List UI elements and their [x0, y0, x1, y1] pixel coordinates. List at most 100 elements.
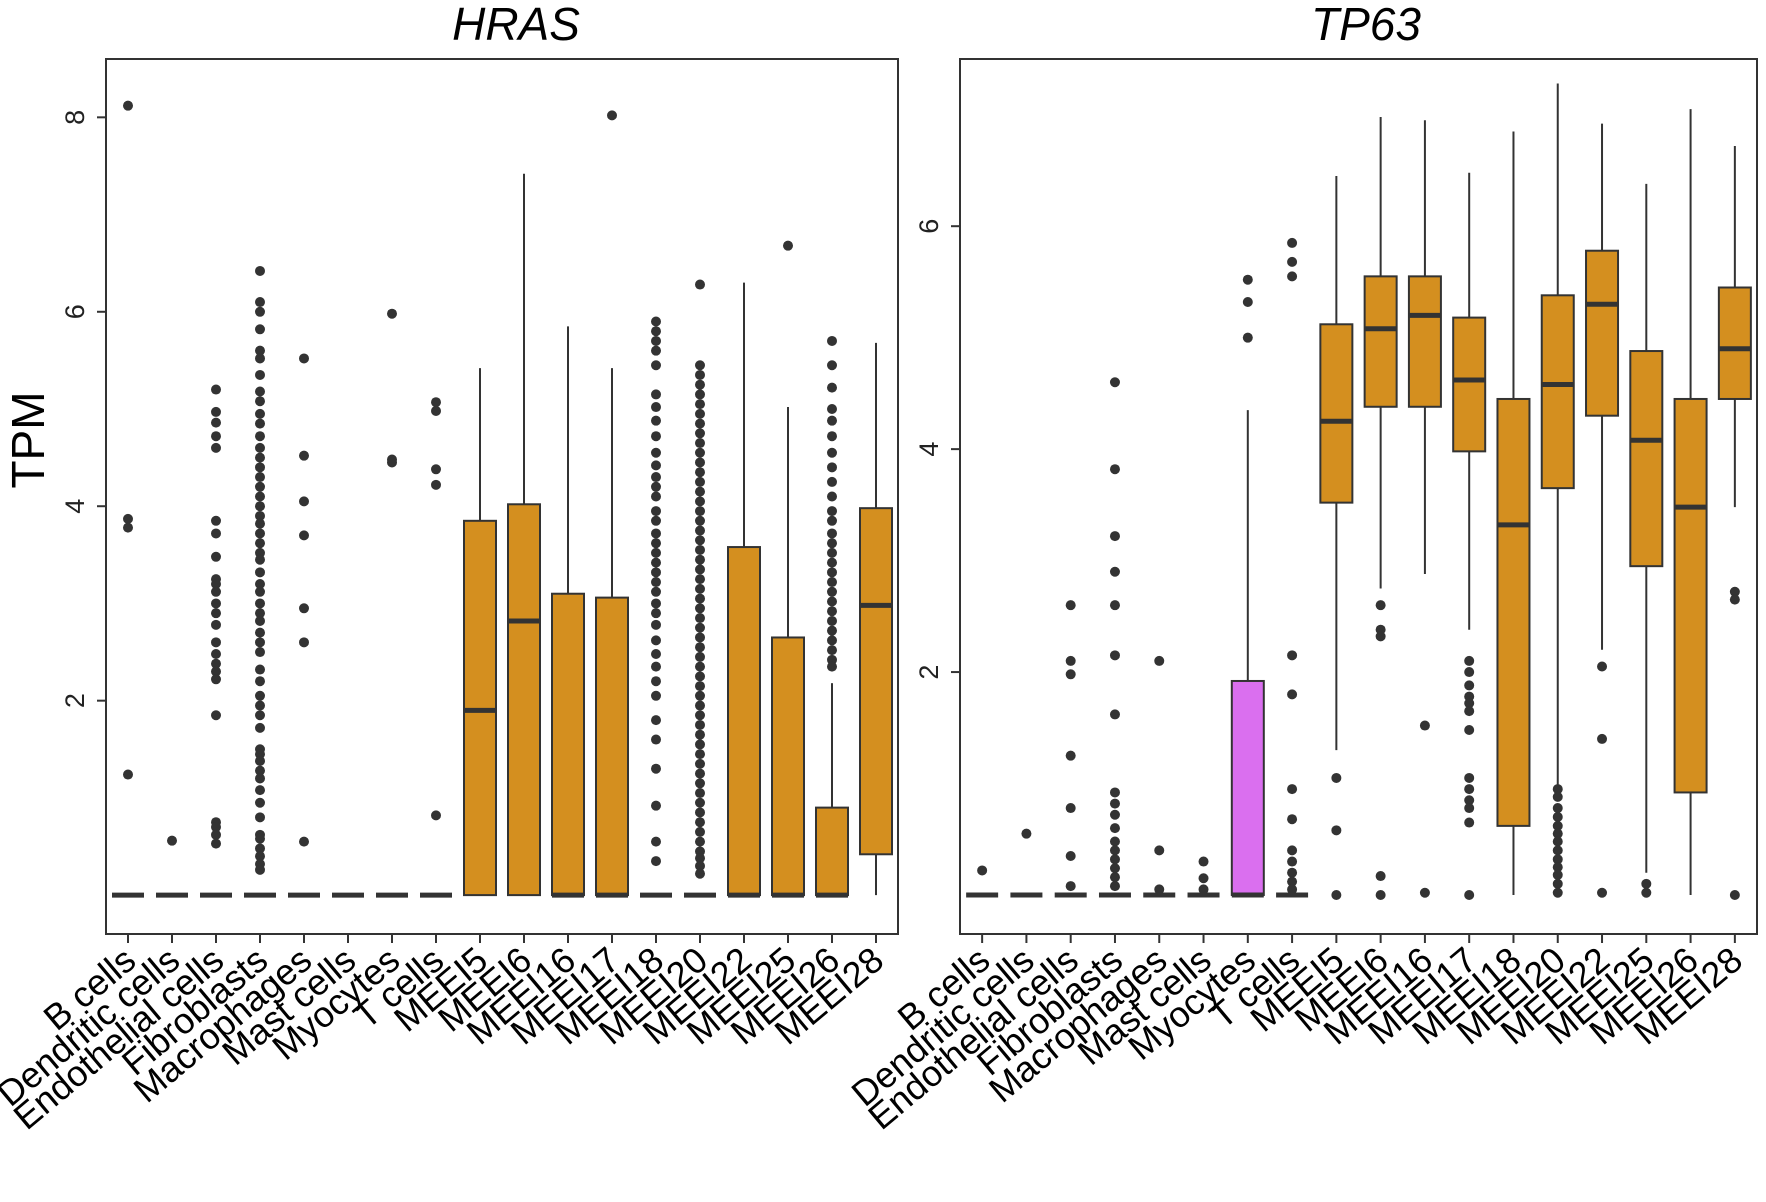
outlier-point [695, 360, 705, 371]
outlier-point [695, 778, 705, 789]
outlier-point [827, 462, 837, 473]
outlier-point [1464, 772, 1475, 783]
outlier-point [695, 438, 705, 449]
outlier-point [1065, 881, 1076, 892]
outlier-point [1198, 884, 1209, 895]
box-fibroblasts [1098, 377, 1131, 898]
box-myocytes [376, 308, 408, 898]
outlier-point [651, 316, 661, 327]
outlier-point [827, 476, 837, 487]
outlier-point [1331, 772, 1342, 783]
outlier-point [1109, 809, 1120, 820]
outlier-point [255, 538, 265, 549]
box-body [1363, 275, 1398, 408]
outlier-point [1109, 836, 1120, 847]
outlier-point [695, 583, 705, 594]
outlier-point [651, 577, 661, 588]
outlier-point [211, 417, 221, 428]
box-meei5 [463, 368, 497, 897]
outlier-point [1464, 680, 1475, 691]
outlier-point [1065, 750, 1076, 761]
outlier-point [1065, 600, 1076, 611]
box-body [1585, 249, 1620, 417]
outlier-point [695, 428, 705, 439]
outlier-point [651, 472, 661, 483]
outlier-point [255, 637, 265, 648]
outlier-point [695, 797, 705, 808]
outlier-point [255, 324, 265, 335]
outlier-point [695, 408, 705, 419]
outlier-point [1464, 889, 1475, 900]
outlier-point [651, 547, 661, 558]
outlier-point [255, 647, 265, 658]
outlier-point [255, 843, 265, 854]
outlier-point [695, 700, 705, 711]
outlier-point [211, 515, 221, 526]
outlier-point [1464, 655, 1475, 666]
outlier-point [651, 856, 661, 867]
outlier-point [1597, 661, 1608, 672]
box-endothelial-cells [200, 384, 232, 898]
outlier-point [255, 408, 265, 419]
outlier-point [1464, 706, 1475, 717]
box-meei16 [1407, 120, 1442, 898]
box-meei25 [771, 240, 805, 898]
box-body [551, 592, 585, 897]
outlier-point [255, 700, 265, 711]
outlier-point [1065, 803, 1076, 814]
outlier-point [695, 868, 705, 879]
outlier-point [255, 627, 265, 638]
outlier-point [211, 838, 221, 849]
outlier-point [255, 722, 265, 733]
outlier-point [1552, 784, 1563, 795]
outlier-point [695, 807, 705, 818]
box-macrophages [1143, 655, 1176, 898]
outlier-point [651, 538, 661, 549]
box-endothelial-cells [1054, 600, 1087, 898]
y-tick-label: 8 [60, 110, 90, 125]
outlier-point [1065, 669, 1076, 680]
outlier-point [1109, 854, 1120, 865]
outlier-point [123, 522, 133, 533]
outlier-point [695, 719, 705, 730]
outlier-point [1552, 862, 1563, 873]
y-tick-label: 2 [60, 693, 90, 708]
box-b-cells [112, 100, 144, 898]
outlier-point [1464, 795, 1475, 806]
box-mast-cells [1187, 856, 1220, 898]
outlier-point [255, 710, 265, 721]
outlier-point [255, 491, 265, 502]
outlier-point [827, 515, 837, 526]
outlier-point [255, 306, 265, 317]
outlier-point [167, 835, 177, 846]
outlier-point [211, 674, 221, 685]
outlier-point [1375, 889, 1386, 900]
box-body [1319, 323, 1354, 504]
box-t-cells [1276, 237, 1309, 898]
outlier-point [255, 797, 265, 808]
outlier-point [431, 464, 441, 475]
outlier-point [695, 476, 705, 487]
y-tick-label: 4 [60, 499, 90, 514]
box-meei6 [1363, 116, 1398, 900]
outlier-point [255, 386, 265, 397]
box-body [1717, 286, 1752, 400]
outlier-point [211, 822, 221, 833]
outlier-point [211, 829, 221, 840]
outlier-point [827, 557, 837, 568]
outlier-point [695, 389, 705, 400]
outlier-point [695, 535, 705, 546]
outlier-point [1552, 791, 1563, 802]
box-meei26 [815, 335, 849, 898]
outlier-point [651, 360, 661, 371]
box-dendritic-cells [1010, 828, 1043, 898]
box-body [507, 503, 541, 897]
outlier-point [827, 360, 837, 371]
outlier-point [695, 661, 705, 672]
outlier-point [827, 447, 837, 458]
outlier-point [299, 836, 309, 847]
outlier-point [651, 481, 661, 492]
outlier-point [651, 800, 661, 811]
outlier-point [1287, 650, 1298, 661]
outlier-point [211, 608, 221, 619]
